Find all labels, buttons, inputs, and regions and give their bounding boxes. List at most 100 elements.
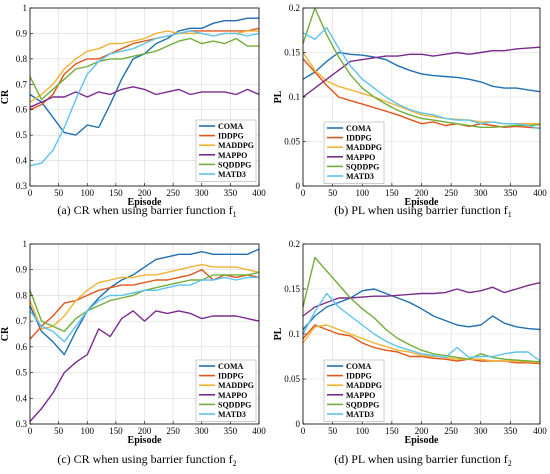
series-line-matd3 bbox=[29, 276, 259, 343]
series-line-mappo bbox=[302, 46, 541, 98]
y-tick-label: 0.6 bbox=[16, 105, 28, 115]
y-tick-label: 0.1 bbox=[289, 92, 300, 102]
x-tick-label: 100 bbox=[356, 188, 370, 198]
series-line-iddpg bbox=[29, 27, 260, 111]
x-tick-label: 0 bbox=[301, 426, 306, 436]
series-line-matd3 bbox=[29, 30, 260, 167]
legend-label: MADDPG bbox=[218, 141, 254, 150]
x-tick-label: 150 bbox=[385, 188, 399, 198]
x-tick-label: 300 bbox=[195, 426, 209, 436]
y-tick-label: 0.15 bbox=[284, 48, 300, 58]
series-line-mappo bbox=[29, 86, 260, 108]
legend-label: IDDPG bbox=[218, 132, 244, 141]
x-tick-label: 250 bbox=[444, 188, 458, 198]
y-tick-label: 0.3 bbox=[16, 419, 28, 429]
y-tick-label: 0.3 bbox=[16, 181, 28, 191]
legend-label: COMA bbox=[346, 362, 372, 371]
series-line-matd3 bbox=[302, 26, 541, 130]
x-tick-label: 300 bbox=[474, 188, 488, 198]
legend-box bbox=[323, 121, 385, 184]
y-tick-label: 0.5 bbox=[16, 130, 28, 140]
legend-label: MAPPO bbox=[218, 391, 247, 400]
chart-panel-2: 0 0.05 0.1 0.15 0.2 0 50 100 150 200 250 300 350 400 E… bbox=[273, 3, 547, 219]
x-tick-label: 200 bbox=[138, 426, 152, 436]
legend-box bbox=[323, 359, 385, 422]
x-tick-label: 50 bbox=[328, 188, 338, 198]
series-line-matd3 bbox=[302, 292, 541, 362]
x-tick-label: 200 bbox=[415, 188, 429, 198]
x-tick-label: 50 bbox=[54, 188, 64, 198]
series-line-maddpg bbox=[302, 324, 541, 364]
series-line-coma bbox=[29, 248, 260, 356]
x-tick-label: 400 bbox=[533, 188, 547, 198]
panel-caption: (c) CR when using barrier function f2 bbox=[57, 452, 236, 468]
x-tick-label: 200 bbox=[415, 426, 429, 436]
x-axis-label: Episode bbox=[128, 197, 162, 208]
x-tick-label: 50 bbox=[54, 426, 64, 436]
legend-label: MATD3 bbox=[218, 170, 246, 179]
x-tick-label: 300 bbox=[474, 426, 488, 436]
y-tick-label: 0.6 bbox=[16, 342, 28, 352]
legend-label: MADDPG bbox=[218, 381, 254, 390]
y-tick-label: 0.7 bbox=[16, 316, 28, 326]
y-tick-label: 0.2 bbox=[289, 3, 300, 13]
legend-label: MADDPG bbox=[346, 143, 382, 152]
x-tick-label: 400 bbox=[252, 188, 266, 198]
legend-label: SQDDPG bbox=[346, 162, 379, 171]
chart-panel-3: 0.3 0.4 0.5 0.6 0.7 0.8 0.9 1 0 50 100 150 200 250 300… bbox=[0, 239, 266, 468]
series-line-coma bbox=[302, 288, 541, 331]
x-tick-label: 150 bbox=[109, 426, 123, 436]
x-tick-label: 0 bbox=[28, 426, 33, 436]
legend-label: SQDDPG bbox=[346, 400, 379, 409]
x-tick-label: 350 bbox=[504, 188, 518, 198]
x-tick-label: 250 bbox=[166, 188, 180, 198]
x-tick-label: 50 bbox=[328, 426, 338, 436]
legend-label: COMA bbox=[346, 124, 372, 133]
legend-label: IDDPG bbox=[346, 372, 372, 381]
x-tick-label: 0 bbox=[28, 188, 33, 198]
y-tick-label: 0 bbox=[296, 419, 301, 429]
series-line-sqddpg bbox=[302, 256, 541, 363]
x-tick-label: 400 bbox=[533, 426, 547, 436]
y-tick-label: 0.05 bbox=[284, 137, 300, 147]
y-tick-label: 0.8 bbox=[16, 290, 28, 300]
y-axis-label: CR bbox=[0, 326, 11, 341]
legend-label: IDDPG bbox=[218, 372, 244, 381]
legend-label: MADDPG bbox=[346, 381, 382, 390]
series-line-sqddpg bbox=[302, 7, 541, 129]
x-tick-label: 200 bbox=[138, 188, 152, 198]
legend-label: MATD3 bbox=[218, 410, 246, 419]
chart-panel-4: 0 0.05 0.1 0.15 0.2 0 50 100 150 200 250 300 350 400 E… bbox=[273, 239, 547, 468]
y-tick-label: 0.5 bbox=[16, 368, 28, 378]
x-tick-label: 100 bbox=[356, 426, 370, 436]
x-tick-label: 0 bbox=[301, 188, 306, 198]
y-tick-label: 0.4 bbox=[16, 393, 28, 403]
legend-label: MAPPO bbox=[346, 153, 375, 162]
y-tick-label: 0.1 bbox=[289, 329, 300, 339]
y-tick-label: 0.05 bbox=[284, 374, 300, 384]
x-axis-label: Episode bbox=[405, 197, 439, 208]
panel-caption: (d) PL when using barrier function f2 bbox=[334, 452, 512, 468]
legend-label: SQDDPG bbox=[218, 160, 251, 169]
x-tick-label: 250 bbox=[444, 426, 458, 436]
legend-label: MATD3 bbox=[346, 410, 374, 419]
series-line-iddpg bbox=[29, 269, 260, 340]
y-tick-label: 0.9 bbox=[16, 28, 28, 38]
y-tick-label: 0.2 bbox=[289, 239, 300, 249]
x-tick-label: 150 bbox=[385, 426, 399, 436]
y-tick-label: 0.15 bbox=[284, 284, 300, 294]
y-tick-label: 0.7 bbox=[16, 79, 28, 89]
x-axis-label: Episode bbox=[128, 435, 162, 446]
y-tick-label: 0.9 bbox=[16, 265, 28, 275]
series-line-mappo bbox=[29, 310, 260, 422]
series-line-maddpg bbox=[29, 263, 260, 330]
x-tick-label: 350 bbox=[224, 426, 238, 436]
y-tick-label: 0.4 bbox=[16, 156, 28, 166]
x-tick-label: 300 bbox=[195, 188, 209, 198]
y-axis-label: PL bbox=[273, 90, 284, 103]
legend-label: MAPPO bbox=[218, 151, 247, 160]
y-tick-label: 1 bbox=[23, 239, 28, 249]
x-tick-label: 350 bbox=[504, 426, 518, 436]
y-tick-label: 0.8 bbox=[16, 54, 28, 64]
